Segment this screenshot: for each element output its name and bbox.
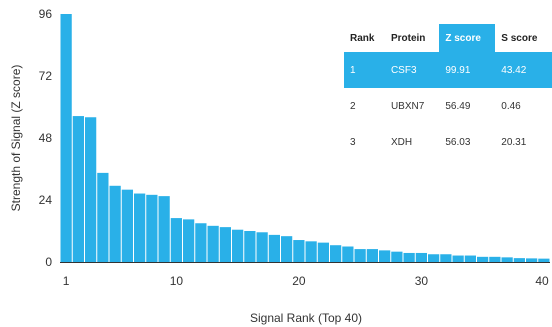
- table-row[interactable]: 3 XDH 56.03 20.31: [344, 124, 552, 160]
- bar-rank-18: [268, 234, 280, 263]
- bar-rank-19: [281, 236, 293, 262]
- bar-rank-20: [293, 240, 305, 262]
- bar-rank-16: [244, 231, 256, 262]
- bar-rank-32: [440, 254, 452, 262]
- x-axis-ticks: 1 10 20 30 40: [63, 274, 549, 288]
- x-tick-label: 20: [292, 274, 306, 288]
- s-score-cell: 20.31: [501, 136, 527, 148]
- protein-column-header[interactable]: Protein: [390, 32, 426, 44]
- bar-rank-33: [452, 255, 464, 262]
- z-score-column-header[interactable]: Z score: [439, 24, 496, 52]
- bar-rank-25: [354, 249, 366, 262]
- bar-rank-11: [183, 219, 195, 263]
- x-tick-label: 1: [63, 274, 70, 288]
- rank-cell: 1: [344, 52, 385, 88]
- bar-rank-30: [415, 252, 427, 262]
- y-tick-label: 96: [39, 7, 53, 21]
- protein-cell: CSF3: [384, 52, 440, 88]
- z-score-cell: 56.03: [445, 136, 471, 148]
- bar-rank-35: [477, 256, 489, 262]
- bar-rank-10: [170, 218, 182, 262]
- bar-rank-34: [464, 255, 476, 262]
- bar-rank-5: [109, 185, 121, 262]
- bar-rank-40: [538, 258, 550, 262]
- x-tick-label: 40: [535, 274, 549, 288]
- y-axis-ticks: 0 24 48 72 96: [39, 7, 53, 269]
- x-tick-label: 30: [415, 274, 429, 288]
- z-score-cell: 99.91: [439, 52, 496, 88]
- table-header-row: Rank Protein Z score S score: [344, 24, 552, 52]
- bar-rank-26: [366, 249, 378, 262]
- y-tick-label: 0: [45, 255, 52, 269]
- bar-rank-22: [317, 242, 329, 263]
- bar-rank-28: [391, 251, 403, 262]
- top-proteins-table: Rank Protein Z score S score 1 CSF3 99.9…: [344, 24, 552, 160]
- bar-rank-29: [403, 252, 415, 262]
- y-axis-label: Strength of Signal (Z score): [9, 65, 23, 212]
- bar-rank-24: [342, 246, 354, 262]
- bar-rank-37: [501, 257, 513, 262]
- bar-rank-9: [158, 196, 170, 263]
- bar-rank-1: [60, 14, 72, 262]
- bar-rank-2: [72, 116, 84, 262]
- bar-rank-4: [97, 172, 109, 263]
- bar-rank-15: [232, 229, 244, 262]
- protein-cell: XDH: [390, 136, 413, 148]
- bar-rank-23: [330, 245, 342, 262]
- bar-rank-31: [428, 254, 440, 262]
- rank-cell: 2: [350, 100, 356, 112]
- bar-rank-17: [256, 232, 268, 262]
- bar-rank-14: [219, 227, 231, 263]
- bar-rank-21: [305, 241, 317, 262]
- bar-rank-7: [134, 193, 146, 262]
- bar-series: [60, 14, 550, 263]
- s-score-cell: 43.42: [495, 52, 552, 88]
- bar-rank-6: [121, 189, 133, 262]
- protein-cell: UBXN7: [390, 100, 425, 112]
- bar-rank-27: [379, 250, 391, 263]
- y-tick-label: 48: [39, 131, 53, 145]
- table-row[interactable]: 1 CSF3 99.91 43.42: [344, 52, 552, 88]
- s-score-cell: 0.46: [501, 100, 521, 112]
- bar-rank-12: [195, 223, 207, 262]
- bar-rank-13: [207, 225, 219, 262]
- y-tick-label: 72: [39, 69, 53, 83]
- x-tick-label: 10: [170, 274, 184, 288]
- z-score-cell: 56.49: [445, 100, 471, 112]
- x-axis-label: Signal Rank (Top 40): [250, 311, 362, 325]
- bar-rank-3: [85, 117, 97, 262]
- table-row[interactable]: 2 UBXN7 56.49 0.46: [344, 88, 552, 124]
- bar-rank-36: [489, 256, 501, 262]
- bar-rank-39: [526, 258, 538, 262]
- s-score-column-header[interactable]: S score: [501, 32, 538, 44]
- bar-rank-8: [146, 194, 158, 262]
- y-tick-label: 24: [39, 193, 53, 207]
- bar-rank-38: [513, 258, 525, 263]
- rank-column-header[interactable]: Rank: [350, 32, 375, 44]
- rank-cell: 3: [350, 136, 356, 148]
